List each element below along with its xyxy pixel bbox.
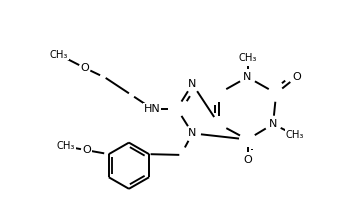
Text: N: N (188, 128, 197, 138)
Text: N: N (269, 119, 277, 129)
Text: HN: HN (144, 104, 160, 114)
Text: N: N (188, 79, 197, 89)
Text: O: O (83, 145, 91, 155)
Text: O: O (81, 63, 89, 73)
Text: CH₃: CH₃ (50, 50, 68, 60)
Text: CH₃: CH₃ (285, 130, 304, 140)
Text: O: O (292, 72, 301, 82)
Text: CH₃: CH₃ (57, 141, 75, 151)
Text: O: O (243, 155, 252, 164)
Text: N: N (243, 72, 252, 82)
Text: CH₃: CH₃ (238, 53, 257, 63)
